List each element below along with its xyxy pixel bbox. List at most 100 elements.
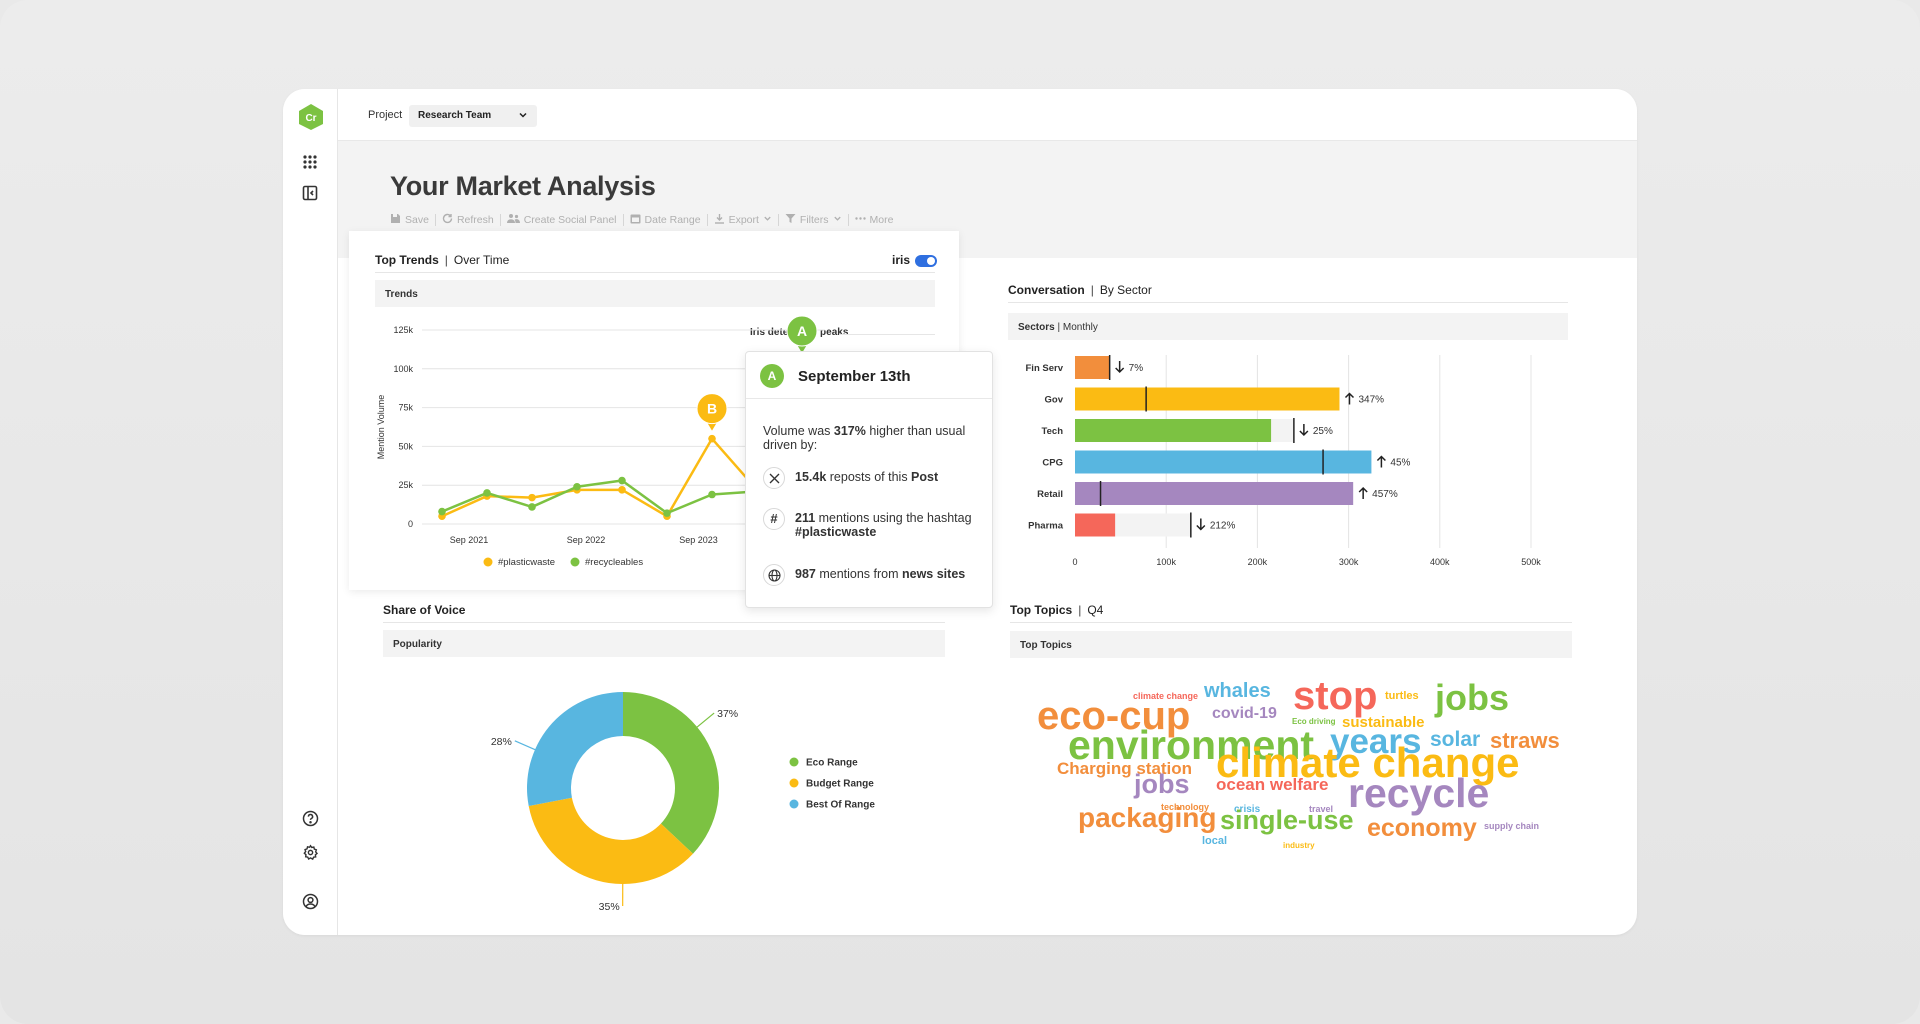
volume-prefix: Volume was xyxy=(763,424,834,438)
word-cloud-term[interactable]: ocean welfare xyxy=(1216,775,1329,794)
help-icon[interactable] xyxy=(299,807,321,829)
project-select[interactable]: Research Team xyxy=(409,105,537,127)
data-point xyxy=(483,489,491,497)
word-cloud-term[interactable]: climate change xyxy=(1133,691,1199,701)
app-logo[interactable]: Cr xyxy=(298,103,324,131)
globe-icon xyxy=(763,564,785,586)
word-cloud-term[interactable]: industry xyxy=(1283,841,1315,850)
share-of-voice-donut: 37% 35% 28% Eco Range Budget Range Best Of Ra… xyxy=(491,692,875,913)
data-point xyxy=(528,503,536,511)
page-title: Your Market Analysis xyxy=(390,171,656,201)
topics-card-subtitle[interactable]: Q4 xyxy=(1087,603,1104,617)
popup-row-hashtag[interactable]: # 211 mentions using the hashtag #plasti… xyxy=(763,508,975,539)
news-count: 987 xyxy=(795,567,816,581)
word-cloud-term[interactable]: local xyxy=(1202,835,1228,847)
sov-card-title: Share of Voice xyxy=(383,603,466,617)
word-cloud-term[interactable]: packaging xyxy=(1078,802,1217,833)
word-cloud-term[interactable]: jobs xyxy=(1134,769,1190,799)
more-label: More xyxy=(869,214,894,226)
save-icon xyxy=(390,213,401,227)
sector-card-subtitle[interactable]: By Sector xyxy=(1099,283,1152,297)
y-tick-label: 0 xyxy=(408,519,413,529)
change-label: 457% xyxy=(1372,489,1398,500)
word-cloud-term[interactable]: eco-cup xyxy=(1037,694,1191,738)
filters-button[interactable]: Filters xyxy=(779,213,848,227)
divider xyxy=(383,622,945,623)
divider xyxy=(706,214,708,226)
sov-card-header: Share of Voice xyxy=(383,603,465,617)
legend-dot xyxy=(789,799,799,809)
y-tick-label: 125k xyxy=(393,325,413,335)
toolbar: Save Refresh Create Social Panel Date Ra… xyxy=(390,213,899,227)
word-cloud-term[interactable]: economy xyxy=(1367,814,1477,842)
x-tick-label: 100k xyxy=(1156,557,1176,567)
reposts-link[interactable]: Post xyxy=(911,470,939,484)
word-cloud-term[interactable]: whales xyxy=(1204,680,1271,702)
project-label: Project xyxy=(368,109,403,121)
popup-row-news[interactable]: 987 mentions from news sites xyxy=(763,564,965,586)
export-button[interactable]: Export xyxy=(708,213,778,227)
apps-grid-icon[interactable] xyxy=(299,151,321,173)
x-tick-label: Sep 2021 xyxy=(450,535,489,545)
news-link[interactable]: news sites xyxy=(902,567,966,581)
data-point xyxy=(573,482,581,491)
word-cloud-term[interactable]: sustainable xyxy=(1342,714,1425,731)
create-social-panel-button[interactable]: Create Social Panel xyxy=(501,213,623,227)
word-cloud-term[interactable]: crisis xyxy=(1234,804,1261,815)
word-cloud-term[interactable]: environment xyxy=(1068,722,1315,768)
hashtag-link[interactable]: #plasticwaste xyxy=(795,525,877,539)
settings-gear-icon[interactable] xyxy=(299,841,321,863)
sector-subbar-period[interactable]: Monthly xyxy=(1062,322,1098,333)
legend-dot xyxy=(570,557,580,567)
refresh-label: Refresh xyxy=(456,214,494,226)
y-axis-label: Mention Volume xyxy=(376,395,386,460)
word-cloud-term[interactable]: stop xyxy=(1293,674,1378,718)
account-avatar-icon[interactable] xyxy=(299,890,321,912)
logo-text: Cr xyxy=(305,113,316,124)
people-icon xyxy=(506,213,520,227)
word-cloud-term[interactable]: Charging station xyxy=(1057,759,1193,778)
word-cloud-term[interactable]: recycle xyxy=(1348,770,1490,816)
refresh-button[interactable]: Refresh xyxy=(436,213,500,227)
trends-card-subtitle[interactable]: Over Time xyxy=(453,253,510,267)
word-cloud-term[interactable]: straws xyxy=(1490,728,1560,753)
more-dots-icon xyxy=(854,213,866,227)
pipe-divider: | xyxy=(1057,322,1063,333)
sov-subbar: Popularity xyxy=(383,630,945,657)
legend-label: #plasticwaste xyxy=(498,557,555,568)
word-cloud-term[interactable]: turtles xyxy=(1385,690,1419,702)
volume-percent: 317% xyxy=(833,424,866,438)
word-cloud-term[interactable]: Eco driving xyxy=(1292,717,1336,726)
divider xyxy=(847,214,849,226)
date-range-button[interactable]: Date Range xyxy=(624,213,707,227)
data-point xyxy=(528,493,536,502)
bar xyxy=(1075,387,1340,411)
word-cloud-term[interactable]: supply chain xyxy=(1484,821,1540,831)
word-cloud-term[interactable]: technology xyxy=(1161,802,1210,812)
slice-value-label: 28% xyxy=(491,736,512,748)
word-cloud-term[interactable]: solar xyxy=(1430,728,1481,751)
change-label: 212% xyxy=(1210,521,1236,532)
arrow-down-icon xyxy=(1115,361,1125,374)
sector-card-header: Conversation | By Sector xyxy=(1008,283,1152,297)
x-tick-label: 300k xyxy=(1339,557,1359,567)
iris-toggle[interactable] xyxy=(915,255,937,267)
word-cloud-term[interactable]: covid-19 xyxy=(1212,705,1277,722)
word-cloud-term[interactable]: years xyxy=(1330,722,1422,761)
popup-row-reposts[interactable]: 15.4k reposts of this Post xyxy=(763,467,938,489)
topics-subbar: Top Topics xyxy=(1010,631,1572,658)
word-cloud-term[interactable]: climate change xyxy=(1216,739,1520,786)
top-bar: Project Research Team xyxy=(338,89,1637,141)
save-button[interactable]: Save xyxy=(390,213,435,227)
change-label: 347% xyxy=(1358,395,1384,406)
change-label: 25% xyxy=(1313,426,1333,437)
word-cloud-term[interactable]: jobs xyxy=(1435,677,1510,718)
more-button[interactable]: More xyxy=(849,213,900,227)
data-point xyxy=(438,507,446,516)
word-cloud-term[interactable]: travel xyxy=(1309,804,1334,814)
word-cloud-term[interactable]: single-use xyxy=(1220,805,1354,835)
calendar-icon xyxy=(630,213,641,227)
conversation-sector-card: Conversation | By Sector Sectors | Month… xyxy=(1001,276,1571,576)
panel-toggle-icon[interactable] xyxy=(299,182,321,204)
category-label: CPG xyxy=(1042,458,1063,469)
